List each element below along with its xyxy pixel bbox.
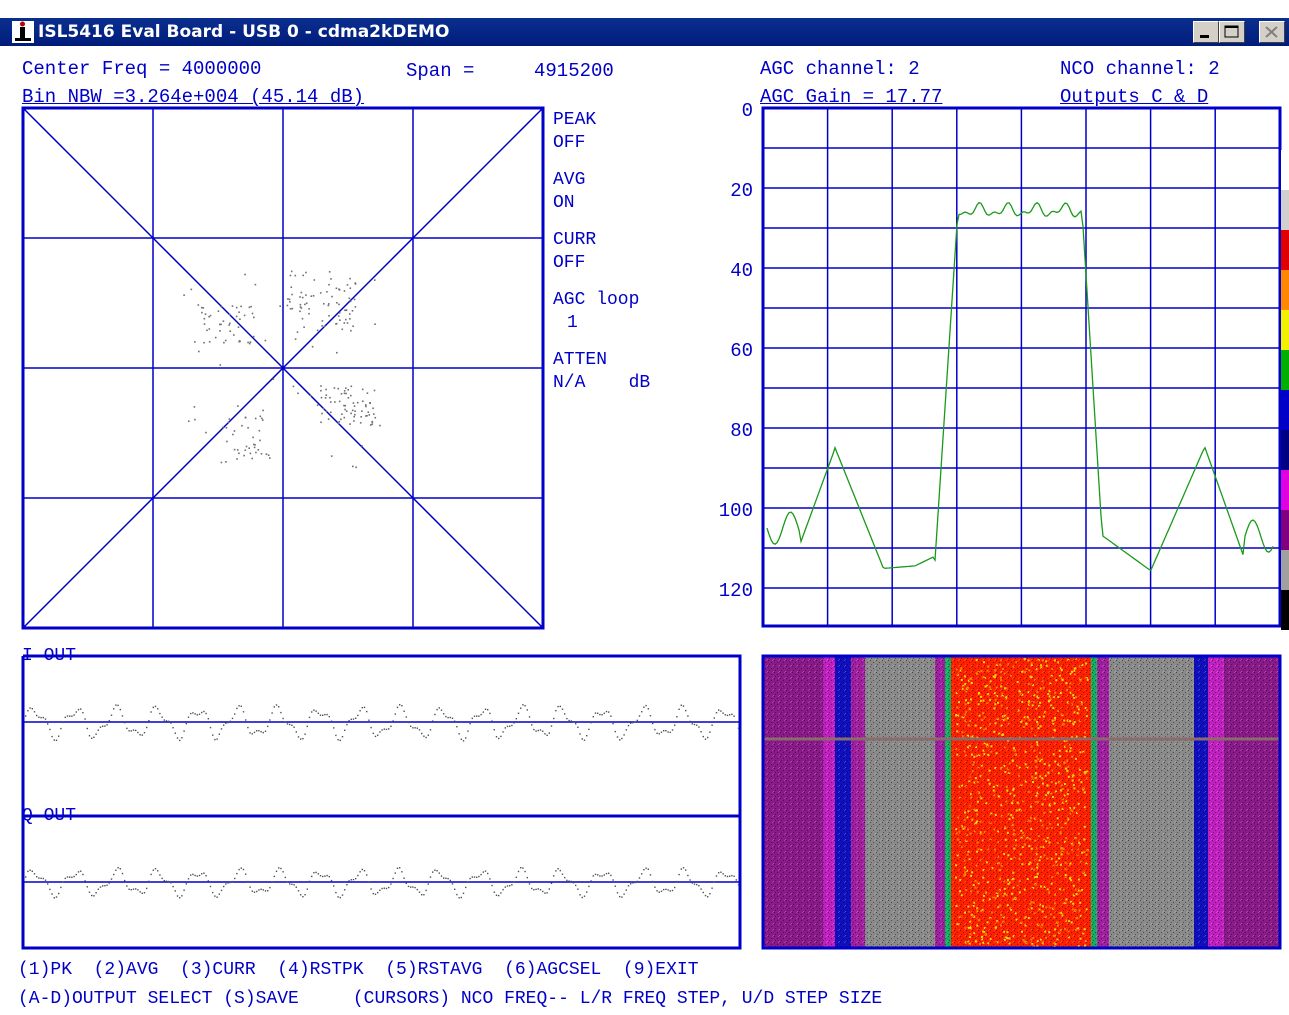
- app-logo-icon: [12, 21, 34, 43]
- atten-value: N/A dB: [553, 373, 651, 393]
- y-tick-80: 80: [730, 420, 753, 442]
- nco-channel-readout: NCO channel: 2: [1060, 58, 1220, 80]
- y-tick-60: 60: [730, 340, 753, 362]
- avg-value: ON: [553, 193, 575, 213]
- close-button[interactable]: [1259, 21, 1285, 43]
- peak-value: OFF: [553, 133, 586, 153]
- bin-nbw-readout: Bin NBW =3.264e+004 (45.14 dB): [22, 86, 365, 108]
- y-tick-20: 20: [730, 180, 753, 202]
- atten-label: ATTEN: [553, 350, 608, 370]
- q-out-scope: [21, 814, 742, 950]
- i-out-trace: [25, 704, 740, 742]
- y-tick-0: 0: [741, 100, 753, 122]
- close-icon: [1265, 26, 1278, 38]
- y-tick-120: 120: [718, 580, 753, 602]
- window-title: ISL5416 Eval Board - USB 0 - cdma2kDEMO: [38, 22, 450, 42]
- avg-label: AVG: [553, 170, 586, 190]
- agc-loop-label: AGC loop: [553, 290, 640, 310]
- curr-value: OFF: [553, 253, 586, 273]
- outputs-readout: Outputs C & D: [1060, 86, 1209, 108]
- center-freq-readout: Center Freq = 4000000: [22, 58, 262, 80]
- key-help-line-2: (A-D)OUTPUT SELECT (S)SAVE (CURSORS) NCO…: [18, 989, 883, 1009]
- span-label: Span =: [406, 60, 475, 82]
- title-bar: ISL5416 Eval Board - USB 0 - cdma2kDEMO: [0, 18, 1289, 46]
- minimize-icon: [1200, 35, 1209, 38]
- maximize-button[interactable]: [1219, 21, 1245, 43]
- i-out-scope: [21, 654, 742, 818]
- y-tick-100: 100: [718, 500, 753, 522]
- constellation-points: [183, 270, 381, 469]
- waterfall-display: [761, 654, 1282, 950]
- color-scale-bar: [1281, 150, 1289, 630]
- q-out-trace: [25, 867, 740, 899]
- constellation-plot: [21, 106, 545, 630]
- minimize-button[interactable]: [1193, 21, 1219, 43]
- maximize-icon: [1224, 25, 1239, 38]
- spectrum-trace: [766, 201, 1274, 571]
- y-tick-40: 40: [730, 260, 753, 282]
- key-help-line-1: (1)PK (2)AVG (3)CURR (4)RSTPK (5)RSTAVG …: [18, 960, 699, 980]
- spectrum-plot: [761, 106, 1289, 630]
- span-value: 4915200: [534, 60, 614, 82]
- agc-loop-value: 1: [567, 313, 578, 333]
- agc-gain-readout: AGC Gain = 17.77: [760, 86, 943, 108]
- agc-channel-readout: AGC channel: 2: [760, 58, 920, 80]
- peak-label: PEAK: [553, 110, 597, 130]
- curr-label: CURR: [553, 230, 597, 250]
